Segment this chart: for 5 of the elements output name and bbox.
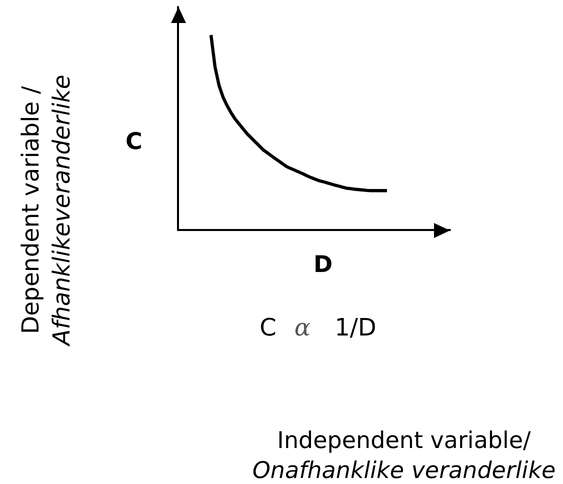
y-axis-title: C [126,128,142,158]
text: Independent variable/ Onafhanklike veranderlike [252,427,556,484]
text: C α 1/D [260,312,376,344]
text: Dependent variable / Afhanklikeveranderlike [15,74,76,346]
x-axis-title: D [313,251,333,280]
